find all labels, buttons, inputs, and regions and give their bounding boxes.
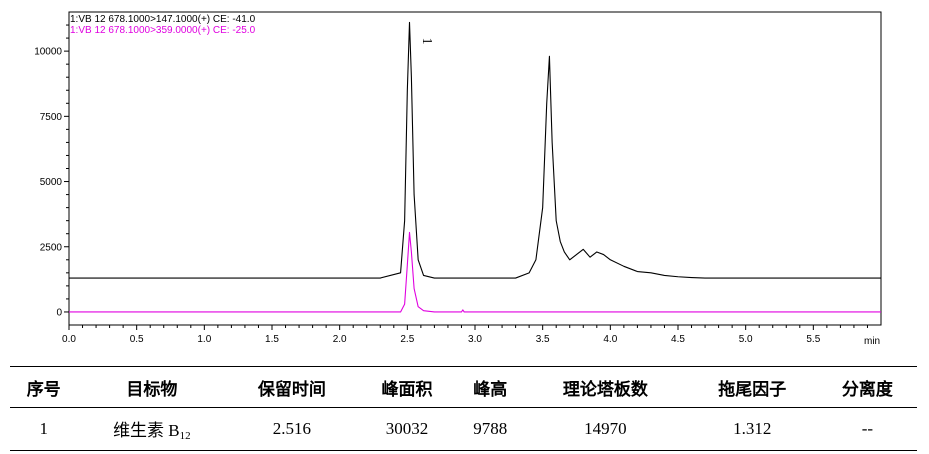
cell-retention-time: 2.516: [272, 419, 311, 438]
x-tick-label: 2.5: [400, 334, 414, 345]
target-subscript: 12: [179, 430, 191, 442]
cell-theoretical-plates: 14970: [584, 419, 627, 438]
x-tick-label: 4.0: [603, 334, 617, 345]
x-tick-label: 5.5: [806, 334, 820, 345]
series-line-1: [69, 21, 881, 279]
x-tick-label: 3.0: [468, 334, 482, 345]
chromatogram-traces: [69, 21, 881, 313]
y-tick-label: 2500: [40, 242, 63, 253]
header-peak-area: 峰面积: [381, 379, 433, 400]
target-name: 维生素 B: [113, 421, 180, 440]
cell-resolution: --: [861, 419, 874, 438]
x-tick-label: 4.5: [671, 334, 685, 345]
cell-target: 维生素 B12: [77, 408, 226, 451]
header-theoretical-plates: 理论塔板数: [562, 379, 648, 400]
x-tick-label: 0.5: [130, 334, 144, 345]
x-tick-label: 0.0: [62, 334, 76, 345]
x-tick-label: 2.0: [333, 334, 347, 345]
y-axis: 0 2500 5000 7500 10000: [34, 24, 69, 318]
cell-peak-height: 9788: [473, 419, 508, 438]
header-peak-height: 峰高: [473, 379, 508, 400]
cell-peak-area: 30032: [385, 419, 429, 438]
legend-series-2: 1:VB 12 678.1000>359.0000(+) CE: -25.0: [70, 25, 256, 36]
header-target: 目标物: [126, 379, 178, 400]
header-tailing-factor: 拖尾因子: [718, 379, 787, 400]
x-tick-label: 3.5: [536, 334, 550, 345]
y-tick-label: 10000: [34, 47, 62, 58]
x-tick-label: 5.0: [739, 334, 753, 345]
header-index: 序号: [26, 379, 61, 400]
x-axis: 0.0 0.5 1.0 1.5 2.0 2.5 3.0 3.5 4.0 4.5 5.0 5.5: [62, 325, 868, 345]
header-retention-time: 保留时间: [257, 379, 326, 400]
series-line-2: [69, 231, 881, 313]
y-tick-label: 5000: [40, 177, 63, 188]
chromatogram-chart: 0.0 0.5 1.0 1.5 2.0 2.5 3.0 3.5 4.0 4.5 5.0 5.5 0 25…: [34, 11, 882, 347]
header-resolution: 分离度: [841, 379, 893, 400]
x-tick-label: 1.5: [265, 334, 279, 345]
table-header-row: 序号 目标物 保留时间 峰面积 峰高 理论塔板数 拖尾因子 分离度: [10, 366, 917, 408]
results-table: 序号 目标物 保留时间 峰面积 峰高 理论塔板数 拖尾因子 分离度 1 维生素 …: [10, 366, 917, 451]
y-tick-label: 0: [56, 307, 62, 318]
legend-series-1: 1:VB 12 678.1000>147.1000(+) CE: -41.0: [70, 14, 256, 25]
y-tick-label: 7500: [40, 112, 63, 123]
cell-index: 1: [39, 419, 48, 438]
table-row: 1 维生素 B12 2.516 30032 9788 14970 1.312 -…: [10, 408, 917, 451]
x-tick-label: 1.0: [197, 334, 211, 345]
x-axis-label: min: [864, 336, 880, 347]
peak-label: 1: [419, 38, 434, 45]
cell-tailing-factor: 1.312: [733, 419, 772, 438]
